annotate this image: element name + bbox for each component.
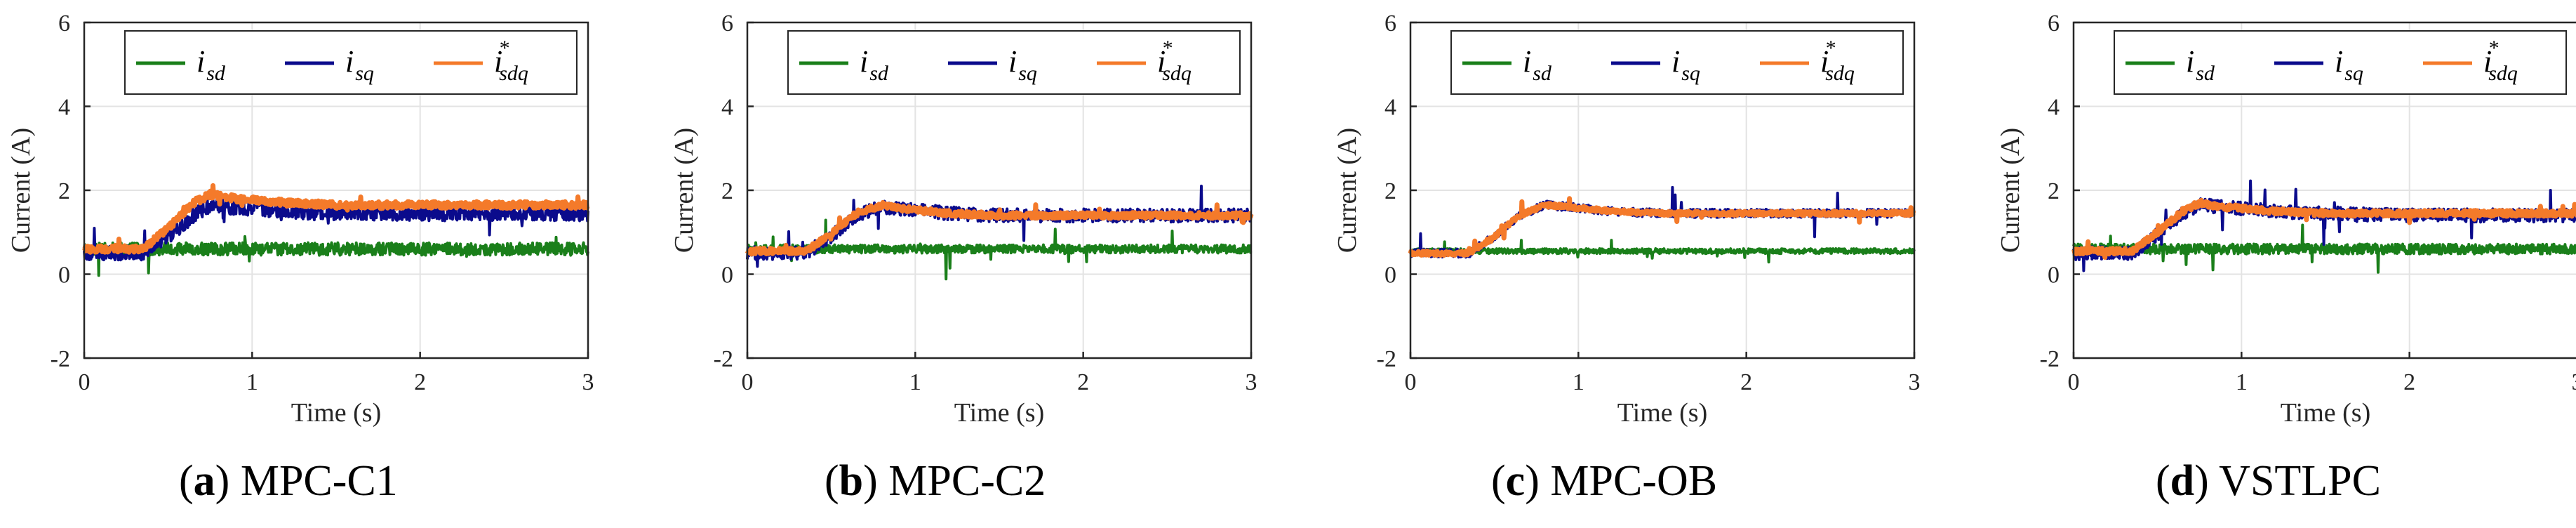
series-line-sd (746, 218, 1253, 281)
panel-b-caption: (b) MPC-C2 (825, 457, 1046, 505)
y-tick-label: 2 (58, 178, 70, 204)
y-tick-label: -2 (2040, 346, 2060, 372)
panel-d-caption: (d) VSTLPC (2156, 457, 2382, 505)
y-tick-label: 2 (1384, 178, 1396, 204)
legend-label-sd: isd (2186, 44, 2215, 85)
legend-box (787, 30, 1241, 95)
y-axis-label: Current (A) (1996, 128, 2025, 253)
legend-label-sd: isd (196, 44, 226, 85)
legend-label-sd: isd (860, 44, 889, 85)
x-axis-label: Time (s) (2281, 398, 2370, 428)
y-tick-label: 6 (2048, 11, 2060, 37)
x-tick-label: 0 (2068, 369, 2080, 395)
legend-box (1450, 30, 1904, 95)
x-tick-label: 1 (246, 369, 258, 395)
y-tick-label: 4 (1384, 95, 1396, 121)
panel-c-title: MPC-OB (1550, 457, 1718, 505)
y-tick-label: 6 (1384, 11, 1396, 37)
legend-box (124, 30, 578, 95)
x-tick-label: 0 (742, 369, 754, 395)
x-axis-label: Time (s) (291, 398, 381, 428)
series-line-sq (83, 197, 589, 262)
legend-label-sd: isd (1523, 44, 1552, 85)
legend-label-sq: isq (345, 44, 374, 85)
panel-d-chart: 0 1 2 3 -2 0 2 4 6 Time (s) Current (A) isd isq i*sdq (1996, 11, 2576, 428)
panel-a-caption: (a) MPC-C1 (179, 457, 398, 505)
x-tick-label: 3 (1246, 369, 1257, 395)
series-line-sdq (2071, 197, 2576, 260)
panel-d-title: VSTLPC (2219, 457, 2382, 505)
x-tick-label: 1 (2236, 369, 2248, 395)
x-axis-label: Time (s) (954, 398, 1044, 428)
series-line-sd (2072, 223, 2576, 274)
y-tick-label: 4 (2048, 95, 2060, 121)
y-tick-label: 0 (721, 263, 733, 289)
x-tick-label: 3 (2572, 369, 2576, 395)
series-line-sdq (1408, 196, 1916, 258)
legend-label-sdq: i* sdq (1157, 37, 1192, 85)
panel-c-caption: (c) MPC-OB (1491, 457, 1718, 505)
series-line-sd (83, 235, 589, 277)
x-axis-label: Time (s) (1617, 398, 1707, 428)
panel-a-letter: a (193, 457, 215, 505)
y-axis-label: Current (A) (1333, 128, 1362, 253)
panel-a-title: MPC-C1 (240, 457, 398, 505)
legend-label-sq: isq (1008, 44, 1037, 85)
series-line-sd (1409, 239, 1916, 264)
x-tick-label: 0 (1405, 369, 1417, 395)
y-tick-label: -2 (714, 346, 733, 372)
y-tick-label: 0 (2048, 263, 2060, 289)
y-tick-label: 0 (58, 263, 70, 289)
panel-b-chart: 0 1 2 3 -2 0 2 4 6 Time (s) Current (A) isd isq i* sdq (669, 11, 1257, 428)
y-tick-label: 4 (58, 95, 70, 121)
x-tick-label: 2 (1077, 369, 1089, 395)
panel-c-chart: 0 1 2 3 -2 0 2 4 6 Time (s) Current (A) isd isq i* sdq (1333, 11, 1921, 428)
legend-label-sdq: i* sdq (1820, 37, 1855, 85)
x-tick-label: 3 (1909, 369, 1921, 395)
panel-b-title: MPC-C2 (888, 457, 1046, 505)
y-tick-label: 4 (721, 95, 733, 121)
panel-d-letter: d (2170, 457, 2195, 505)
x-tick-label: 3 (582, 369, 594, 395)
y-tick-label: 2 (721, 178, 733, 204)
legend-label-sq: isq (1671, 44, 1700, 85)
legend-label-sq: isq (2335, 44, 2363, 85)
panel-b-letter: b (839, 457, 864, 505)
y-tick-label: -2 (51, 346, 70, 372)
series-line-sdq (745, 199, 1254, 257)
y-tick-label: 6 (58, 11, 70, 37)
legend-label-sdq: i* sdq (494, 37, 528, 85)
panel-a-chart: 0 1 2 3 -2 0 2 4 6 Time (s) Current (A) isd isq i* sdq (6, 11, 594, 428)
x-tick-label: 0 (79, 369, 91, 395)
y-tick-label: 6 (721, 11, 733, 37)
y-tick-label: -2 (1377, 346, 1396, 372)
legend-label-sdq: i* sdq (2483, 37, 2518, 85)
y-tick-label: 2 (2048, 178, 2060, 204)
x-tick-label: 2 (414, 369, 426, 395)
series-line-sdq (82, 183, 590, 255)
y-tick-label: 0 (1384, 263, 1396, 289)
x-tick-label: 1 (909, 369, 921, 395)
legend-box (2114, 30, 2567, 95)
x-tick-label: 1 (1573, 369, 1584, 395)
x-tick-label: 2 (2403, 369, 2415, 395)
y-axis-label: Current (A) (6, 128, 36, 253)
y-axis-label: Current (A) (669, 128, 699, 253)
panel-c-letter: c (1505, 457, 1526, 505)
x-tick-label: 2 (1740, 369, 1752, 395)
